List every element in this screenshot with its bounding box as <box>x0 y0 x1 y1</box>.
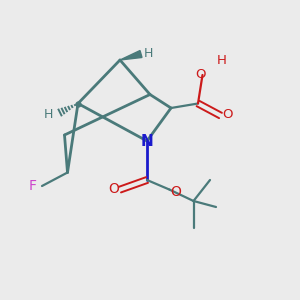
Text: N: N <box>141 134 153 148</box>
Text: O: O <box>171 185 182 199</box>
Polygon shape <box>120 50 142 60</box>
Text: H: H <box>217 54 226 67</box>
Text: F: F <box>28 179 37 193</box>
Text: O: O <box>108 182 119 196</box>
Text: O: O <box>222 108 232 122</box>
Text: O: O <box>196 68 206 81</box>
Text: H: H <box>44 107 53 121</box>
Text: H: H <box>144 46 153 60</box>
